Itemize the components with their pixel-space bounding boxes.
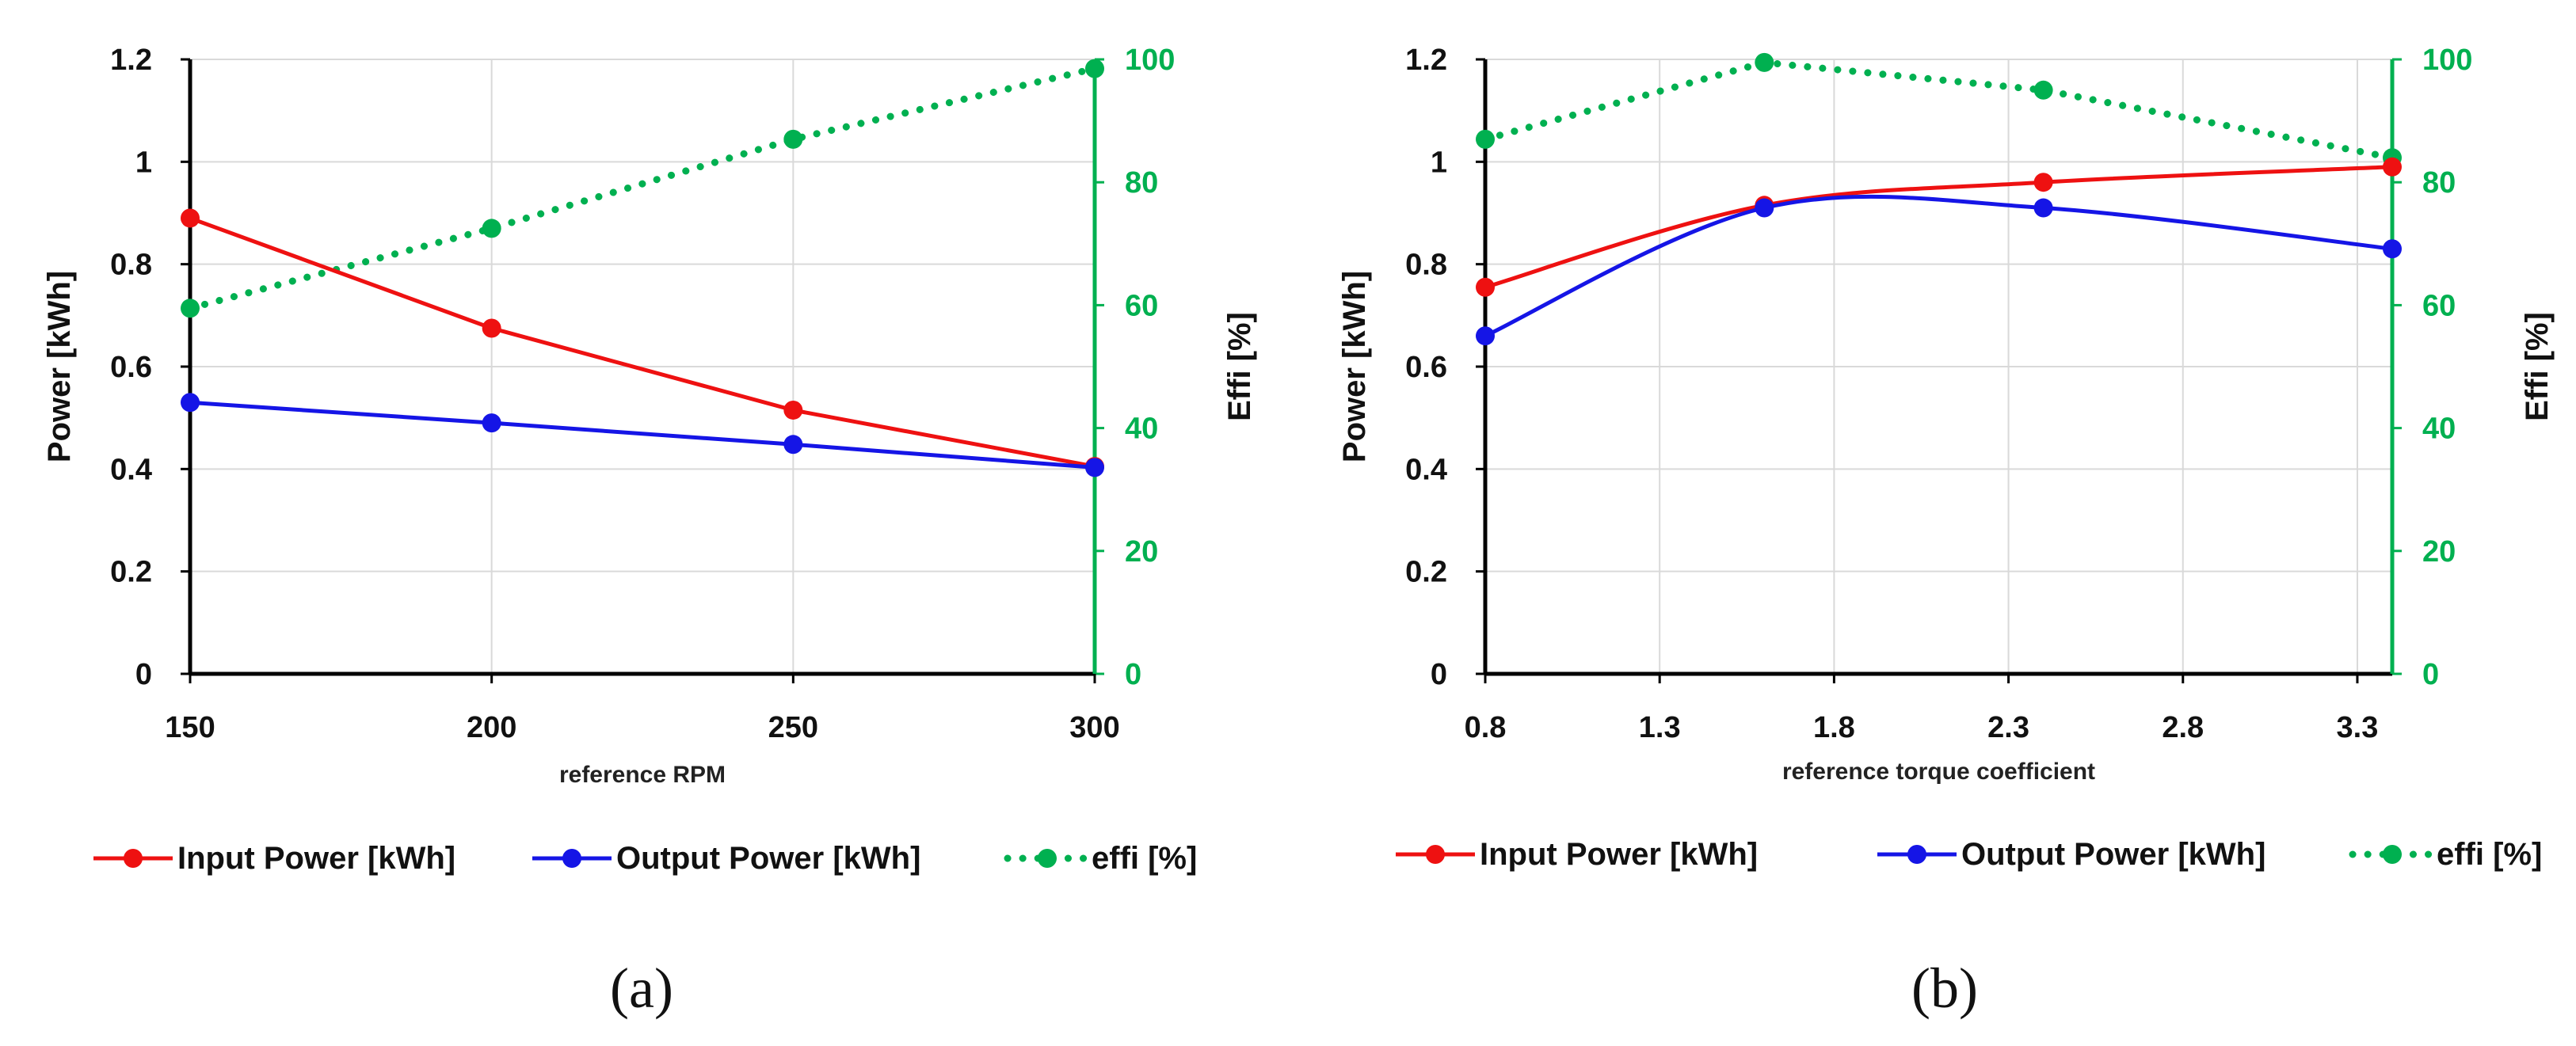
x-tick-label: 300 bbox=[1069, 711, 1119, 744]
legend-item: Input Power [kWh] bbox=[93, 841, 455, 876]
data-point bbox=[1476, 326, 1495, 346]
data-point bbox=[2033, 198, 2053, 218]
y-tick-label: 0 bbox=[1431, 658, 1447, 691]
y-tick-label: 0.4 bbox=[110, 453, 152, 486]
x-tick-label: 200 bbox=[467, 711, 516, 744]
data-point bbox=[783, 400, 803, 420]
legend-label: effi [%] bbox=[2437, 837, 2542, 872]
data-point bbox=[482, 413, 501, 433]
legend-item: effi [%] bbox=[1004, 841, 1197, 876]
legend-marker bbox=[562, 849, 581, 868]
data-point bbox=[783, 435, 803, 455]
data-point bbox=[2033, 80, 2053, 100]
y-axis-title: Power [kWh] bbox=[42, 271, 77, 462]
y-right-tick-label: 80 bbox=[2422, 166, 2456, 200]
x-tick-label: 3.3 bbox=[2337, 711, 2379, 744]
y-tick-label: 0.8 bbox=[1405, 249, 1447, 282]
data-point bbox=[1755, 198, 1774, 218]
y-axis-title: Power [kWh] bbox=[1337, 271, 1372, 462]
y-right-tick-label: 60 bbox=[2422, 289, 2456, 322]
y-right-tick-label: 0 bbox=[1125, 658, 1141, 691]
legend-marker bbox=[124, 849, 143, 868]
legend-label: Output Power [kWh] bbox=[1961, 837, 2265, 872]
x-tick-label: 1.3 bbox=[1639, 711, 1681, 744]
data-point bbox=[1476, 129, 1495, 149]
x-tick-label: 2.8 bbox=[2162, 711, 2204, 744]
data-point bbox=[181, 208, 200, 228]
data-point bbox=[2033, 173, 2053, 192]
series-line-input-power bbox=[189, 216, 1096, 469]
y-right-tick-label: 0 bbox=[2422, 658, 2439, 691]
legend-label: effi [%] bbox=[1092, 841, 1197, 876]
data-point bbox=[2383, 239, 2402, 259]
legend-marker bbox=[1426, 845, 1445, 864]
y-tick-label: 1 bbox=[1431, 146, 1447, 179]
series-line-output-power bbox=[189, 400, 1096, 470]
series-line-output-power bbox=[1484, 194, 2393, 338]
y-tick-label: 0.8 bbox=[110, 249, 152, 282]
data-point bbox=[181, 393, 200, 413]
legend-marker bbox=[1907, 845, 1926, 864]
panel-label: (b) bbox=[1911, 957, 1978, 1020]
data-point bbox=[1476, 277, 1495, 297]
x-tick-label: 1.8 bbox=[1813, 711, 1855, 744]
series-line-input-power bbox=[1484, 165, 2393, 290]
chart-a: 0 0.2 0.4 0.6 0.8 1 1.2 0 20 40 60 80 100 150 200 250 30… bbox=[42, 44, 1257, 1020]
panel-label: (a) bbox=[610, 957, 673, 1020]
y-tick-label: 1 bbox=[135, 146, 152, 179]
y-right-tick-label: 60 bbox=[1125, 289, 1158, 322]
data-point bbox=[1085, 458, 1104, 477]
y-right-tick-label: 100 bbox=[1125, 44, 1175, 77]
y-tick-label: 1.2 bbox=[110, 44, 152, 77]
data-point bbox=[783, 129, 803, 149]
y-right-tick-label: 40 bbox=[2422, 413, 2456, 446]
data-point bbox=[482, 219, 501, 238]
series-line-effi bbox=[1481, 59, 2396, 162]
y-tick-label: 0.2 bbox=[1405, 556, 1447, 589]
y-right-axis-title: Effi [%] bbox=[1222, 312, 1257, 421]
legend-item: Output Power [kWh] bbox=[532, 841, 920, 876]
y-tick-label: 0.6 bbox=[110, 351, 152, 384]
y-tick-label: 0 bbox=[135, 658, 152, 691]
y-right-axis-title: Effi [%] bbox=[2520, 312, 2555, 421]
legend-label: Input Power [kWh] bbox=[1480, 837, 1758, 872]
series-line-effi bbox=[186, 65, 1099, 312]
data-point bbox=[2383, 157, 2402, 177]
y-tick-label: 1.2 bbox=[1405, 44, 1447, 77]
x-axis-title: reference torque coefficient bbox=[1782, 759, 2095, 785]
legend-item: effi [%] bbox=[2349, 837, 2542, 872]
y-tick-label: 0.6 bbox=[1405, 351, 1447, 384]
x-tick-label: 0.8 bbox=[1465, 711, 1507, 744]
y-tick-label: 0.2 bbox=[110, 556, 152, 589]
data-point bbox=[181, 299, 200, 318]
x-tick-label: 150 bbox=[165, 711, 215, 744]
y-right-tick-label: 20 bbox=[2422, 535, 2456, 569]
x-axis-title: reference RPM bbox=[559, 762, 726, 788]
legend-item: Output Power [kWh] bbox=[1877, 837, 2265, 872]
legend-marker bbox=[2383, 845, 2402, 864]
data-point bbox=[482, 318, 501, 338]
legend-item: Input Power [kWh] bbox=[1396, 837, 1758, 872]
x-tick-label: 250 bbox=[768, 711, 818, 744]
y-right-tick-label: 20 bbox=[1125, 535, 1158, 569]
y-tick-label: 0.4 bbox=[1405, 453, 1447, 486]
legend-label: Output Power [kWh] bbox=[616, 841, 920, 876]
y-right-tick-label: 40 bbox=[1125, 413, 1158, 446]
data-point bbox=[1085, 59, 1104, 78]
y-right-tick-label: 80 bbox=[1125, 166, 1158, 200]
legend-marker bbox=[1038, 849, 1057, 868]
x-tick-label: 2.3 bbox=[1987, 711, 2029, 744]
data-point bbox=[1755, 52, 1774, 72]
y-right-tick-label: 100 bbox=[2422, 44, 2472, 77]
legend-label: Input Power [kWh] bbox=[177, 841, 455, 876]
chart-b: 0 0.2 0.4 0.6 0.8 1 1.2 0 20 40 60 80 100 0.8 1.3 1.8 2.… bbox=[1337, 44, 2555, 1020]
